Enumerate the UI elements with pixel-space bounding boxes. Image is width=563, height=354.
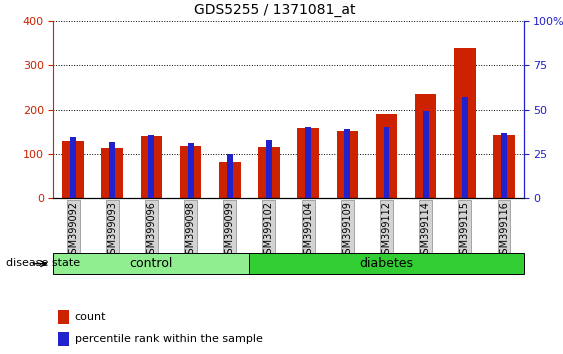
Bar	[501, 133, 507, 198]
Text: GSM399115: GSM399115	[460, 201, 470, 260]
Bar	[376, 114, 397, 198]
Text: GSM399099: GSM399099	[225, 201, 235, 260]
Bar	[258, 147, 280, 198]
Bar	[109, 142, 115, 198]
Bar	[423, 111, 428, 198]
Bar	[383, 127, 390, 198]
Title: GDS5255 / 1371081_at: GDS5255 / 1371081_at	[194, 4, 355, 17]
Bar	[219, 162, 240, 198]
Bar	[415, 94, 436, 198]
Bar	[266, 140, 272, 198]
Bar	[53, 253, 249, 274]
Text: GSM399109: GSM399109	[342, 201, 352, 260]
Bar	[305, 127, 311, 198]
Text: GSM399096: GSM399096	[146, 201, 157, 260]
Bar	[462, 97, 468, 198]
Bar	[337, 131, 358, 198]
Text: GSM399116: GSM399116	[499, 201, 509, 260]
Bar	[70, 137, 76, 198]
Bar	[101, 148, 123, 198]
Text: diabetes: diabetes	[360, 257, 413, 270]
Text: percentile rank within the sample: percentile rank within the sample	[75, 334, 262, 344]
Bar	[454, 48, 476, 198]
Bar	[141, 136, 162, 198]
Bar	[345, 129, 350, 198]
Bar	[62, 141, 84, 198]
Text: GSM399098: GSM399098	[186, 201, 195, 260]
Bar	[493, 135, 515, 198]
Text: count: count	[75, 312, 106, 322]
Text: GSM399102: GSM399102	[264, 201, 274, 260]
Bar	[227, 154, 233, 198]
Text: GSM399114: GSM399114	[421, 201, 431, 260]
Bar	[180, 146, 202, 198]
Text: control: control	[129, 257, 173, 270]
Text: disease state: disease state	[6, 258, 80, 268]
Text: GSM399093: GSM399093	[107, 201, 117, 260]
Bar	[58, 310, 69, 324]
Bar	[58, 332, 69, 346]
Text: GSM399112: GSM399112	[382, 201, 391, 260]
Bar	[187, 143, 194, 198]
Text: GSM399104: GSM399104	[303, 201, 313, 260]
Bar	[149, 135, 154, 198]
Bar	[297, 128, 319, 198]
Bar	[249, 253, 524, 274]
Text: GSM399092: GSM399092	[68, 201, 78, 260]
